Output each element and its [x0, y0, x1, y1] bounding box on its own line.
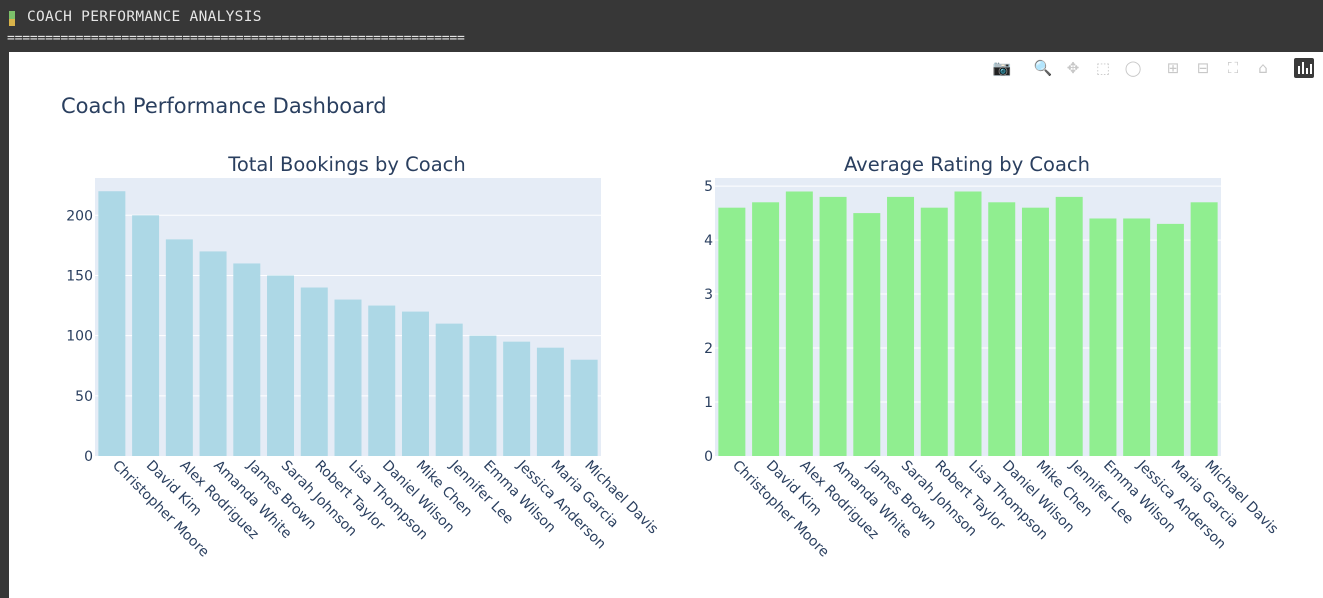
rating-bar[interactable] — [718, 207, 746, 456]
rating-bar[interactable] — [920, 207, 948, 456]
rating-bar[interactable] — [853, 213, 881, 456]
bookings-bar[interactable] — [469, 335, 497, 456]
rating-chart-title: Average Rating by Coach — [844, 153, 1090, 176]
rating-bar[interactable] — [1123, 218, 1151, 456]
rating-y-tick-label: 5 — [704, 179, 713, 195]
bookings-y-tick-label: 100 — [66, 329, 93, 345]
rating-bar[interactable] — [887, 196, 915, 457]
rating-bar[interactable] — [785, 191, 813, 456]
reset-axes-icon[interactable]: ⌂ — [1258, 58, 1268, 77]
camera-icon[interactable]: 📷 — [992, 58, 1012, 77]
bookings-bar[interactable] — [267, 275, 295, 456]
terminal-title: COACH PERFORMANCE ANALYSIS — [27, 9, 262, 25]
bookings-bar[interactable] — [536, 347, 564, 456]
dashboard-title: Coach Performance Dashboard — [61, 94, 387, 118]
rating-bar[interactable] — [1156, 223, 1184, 456]
bookings-y-tick-label: 0 — [84, 449, 93, 465]
plot-panel: 📷 🔍 ✥ ⬚ ◯ ⊞ ⊟ ⛶ ⌂ Coach Performance Dash… — [9, 52, 1323, 598]
bookings-bar[interactable] — [368, 305, 396, 456]
rating-y-tick-label: 0 — [704, 449, 713, 465]
rating-bar[interactable] — [988, 202, 1016, 456]
bookings-bar[interactable] — [401, 311, 429, 456]
bookings-bar[interactable] — [199, 251, 227, 456]
cell-marker-icon — [9, 11, 15, 26]
rating-bar[interactable] — [819, 196, 847, 457]
bookings-chart-title: Total Bookings by Coach — [227, 153, 465, 176]
rating-bar[interactable] — [954, 191, 982, 456]
rating-y-tick-label: 3 — [704, 287, 713, 303]
rating-y-tick-label: 1 — [704, 395, 713, 411]
bookings-bar[interactable] — [300, 287, 328, 456]
bookings-y-tick-label: 200 — [66, 208, 93, 224]
bookings-chart: Total Bookings by Coach 050100150200Chri… — [66, 153, 661, 560]
plotly-logo-icon[interactable] — [1294, 58, 1314, 78]
rating-bar[interactable] — [752, 202, 780, 456]
autoscale-icon[interactable]: ⛶ — [1227, 58, 1239, 77]
modebar: 📷 🔍 ✥ ⬚ ◯ ⊞ ⊟ ⛶ ⌂ — [9, 58, 1323, 80]
dashboard-charts: Total Bookings by Coach 050100150200Chri… — [66, 153, 1281, 560]
rating-chart: Average Rating by Coach 012345Christophe… — [704, 153, 1281, 560]
zoom-out-icon[interactable]: ⊟ — [1196, 58, 1210, 77]
rating-bar[interactable] — [1190, 202, 1218, 456]
rating-bar[interactable] — [1021, 207, 1049, 456]
bookings-bar[interactable] — [233, 263, 261, 456]
bookings-y-tick-label: 150 — [66, 268, 93, 284]
rating-y-tick-label: 2 — [704, 341, 713, 357]
bookings-bar[interactable] — [98, 191, 126, 456]
bookings-bar[interactable] — [503, 341, 531, 456]
terminal-header: COACH PERFORMANCE ANALYSIS =============… — [0, 0, 1323, 52]
bookings-bar[interactable] — [132, 215, 160, 456]
zoom-in-icon[interactable]: ⊞ — [1166, 58, 1180, 77]
box-select-icon[interactable]: ⬚ — [1095, 58, 1111, 77]
rating-y-tick-label: 4 — [704, 233, 713, 249]
zoom-icon[interactable]: 🔍 — [1033, 58, 1053, 77]
bookings-bar[interactable] — [570, 359, 598, 456]
bookings-bar[interactable] — [165, 239, 193, 456]
lasso-select-icon[interactable]: ◯ — [1124, 58, 1142, 77]
bookings-bar[interactable] — [334, 299, 362, 456]
rating-bar[interactable] — [1055, 196, 1083, 457]
bookings-bar[interactable] — [435, 323, 463, 456]
bookings-y-tick-label: 50 — [75, 389, 93, 405]
rating-bar[interactable] — [1089, 218, 1117, 456]
pan-icon[interactable]: ✥ — [1066, 58, 1080, 77]
terminal-separator: ========================================… — [7, 31, 465, 46]
